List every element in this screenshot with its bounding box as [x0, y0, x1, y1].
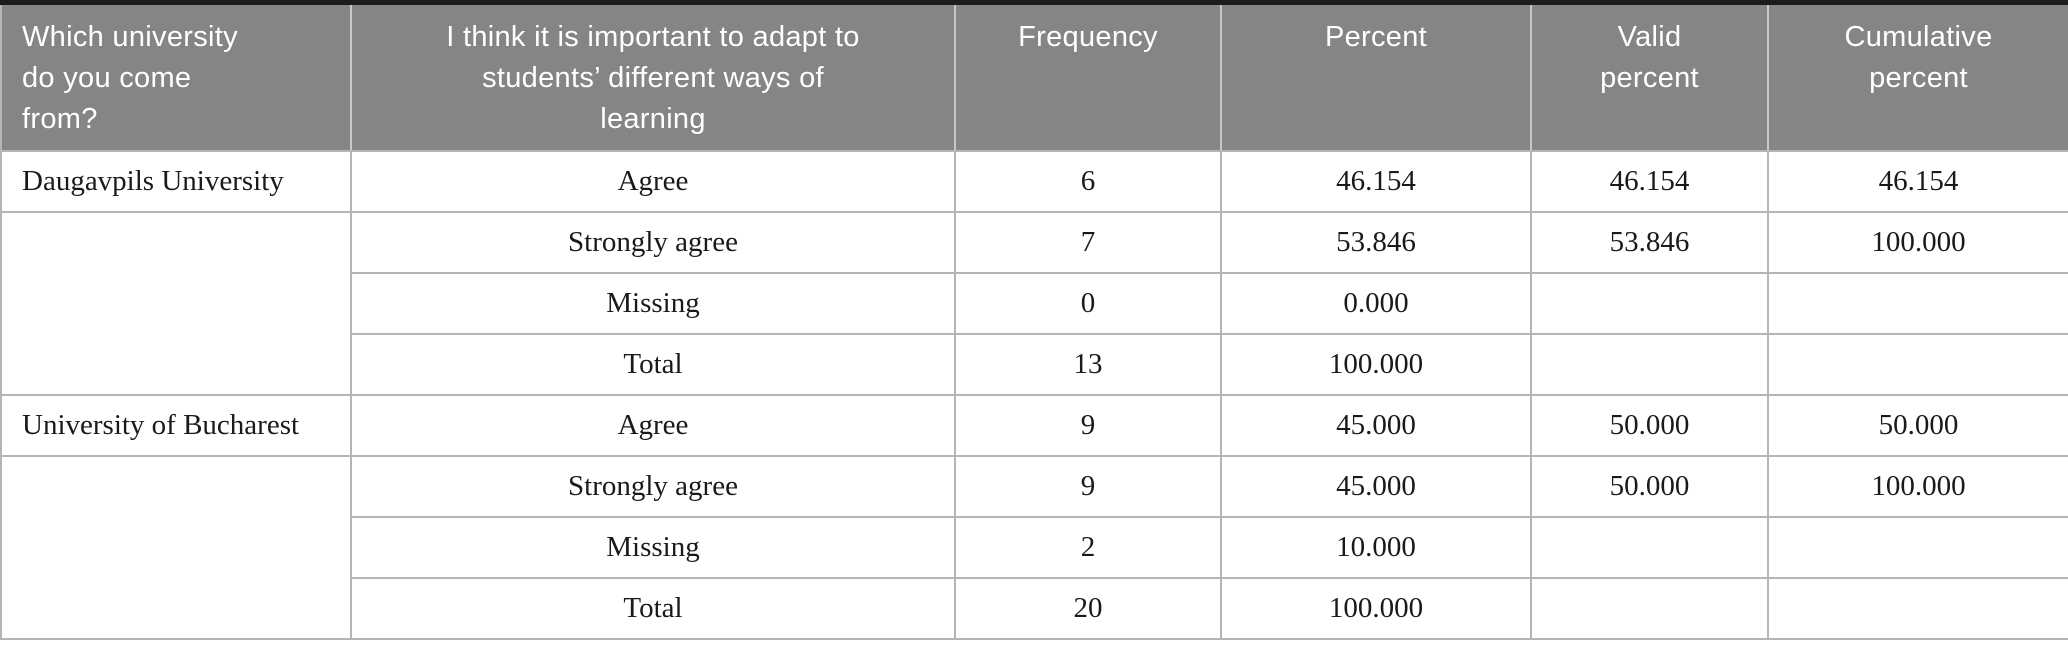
- cumulative-percent-cell: 50.000: [1767, 393, 2068, 457]
- percent-cell: 100.000: [1220, 576, 1532, 640]
- percent-cell: 10.000: [1220, 515, 1532, 579]
- header-frequency: Frequency: [954, 2, 1221, 152]
- option-cell: Missing: [350, 515, 956, 579]
- frequency-cell: 2: [954, 515, 1222, 579]
- valid-percent-cell: 53.846: [1530, 210, 1769, 274]
- header-valid-percent: Valid percent: [1530, 2, 1768, 152]
- header-cumulative-percent: Cumulative percent: [1767, 2, 2068, 152]
- percent-cell: 45.000: [1220, 454, 1532, 518]
- valid-percent-cell: [1530, 332, 1769, 396]
- header-row: Which university do you come from? I thi…: [1, 2, 2068, 152]
- option-cell: Total: [350, 576, 956, 640]
- frequency-cell: 7: [954, 210, 1222, 274]
- cumulative-percent-cell: 100.000: [1767, 454, 2068, 518]
- frequency-cell: 20: [954, 576, 1222, 640]
- percent-cell: 0.000: [1220, 271, 1532, 335]
- frequency-cell: 0: [954, 271, 1222, 335]
- frequency-cell: 9: [954, 393, 1222, 457]
- university-cell: [0, 454, 352, 640]
- cumulative-percent-cell: 100.000: [1767, 210, 2068, 274]
- frequency-cell: 9: [954, 454, 1222, 518]
- cumulative-percent-cell: [1767, 515, 2068, 579]
- option-cell: Strongly agree: [350, 454, 956, 518]
- table-row: Daugavpils University Agree 6 46.154 46.…: [0, 149, 2068, 213]
- option-cell: Missing: [350, 271, 956, 335]
- table-row: Total 20 100.000: [1, 576, 2068, 640]
- university-cell: University of Bucharest: [0, 393, 352, 457]
- table-row: Missing 2 10.000: [1, 515, 2068, 579]
- option-cell: Agree: [350, 393, 956, 457]
- frequency-table: Which university do you come from? I thi…: [0, 0, 2068, 640]
- header-statement: I think it is important to adapt to stud…: [350, 2, 955, 152]
- percent-cell: 46.154: [1220, 149, 1532, 213]
- table-row: Total 13 100.000: [1, 332, 2068, 396]
- table-row: Missing 0 0.000: [1, 271, 2068, 335]
- cumulative-percent-cell: [1767, 576, 2068, 640]
- cumulative-percent-cell: 46.154: [1767, 149, 2068, 213]
- table-row: Strongly agree 7 53.846 53.846 100.000: [0, 210, 2068, 396]
- table-row: Strongly agree 9 45.000 50.000 100.000: [0, 454, 2068, 640]
- valid-percent-cell: [1530, 576, 1769, 640]
- valid-percent-cell: 50.000: [1530, 454, 1769, 518]
- percent-cell: 45.000: [1220, 393, 1532, 457]
- option-cell: Agree: [350, 149, 956, 213]
- option-cell: Total: [350, 332, 956, 396]
- valid-percent-cell: [1530, 271, 1769, 335]
- university-cell: [0, 210, 352, 396]
- header-university-question: Which university do you come from?: [1, 2, 351, 152]
- university-cell: Daugavpils University: [0, 149, 352, 213]
- cumulative-percent-cell: [1767, 332, 2068, 396]
- percent-cell: 100.000: [1220, 332, 1532, 396]
- valid-percent-cell: 50.000: [1530, 393, 1769, 457]
- cumulative-percent-cell: [1767, 271, 2068, 335]
- valid-percent-cell: 46.154: [1530, 149, 1769, 213]
- header-percent: Percent: [1220, 2, 1531, 152]
- table-row: University of Bucharest Agree 9 45.000 5…: [0, 393, 2068, 457]
- option-cell: Strongly agree: [350, 210, 956, 274]
- valid-percent-cell: [1530, 515, 1769, 579]
- frequency-cell: 6: [954, 149, 1222, 213]
- percent-cell: 53.846: [1220, 210, 1532, 274]
- frequency-cell: 13: [954, 332, 1222, 396]
